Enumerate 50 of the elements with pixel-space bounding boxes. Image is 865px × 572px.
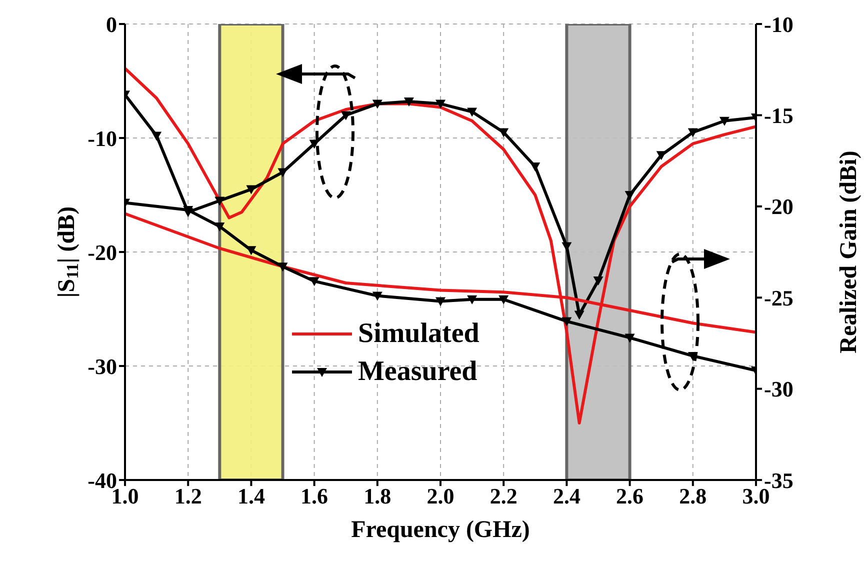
point (624, 191, 635, 200)
point (246, 246, 256, 256)
point (436, 297, 446, 306)
x-tick-label: 2.6 (616, 484, 644, 509)
x-tick-label: 2.8 (679, 484, 707, 509)
x-tick-label: 1.4 (237, 484, 265, 509)
point (498, 128, 509, 138)
point (309, 140, 320, 149)
point (309, 277, 320, 286)
y2-tick-label: -20 (764, 194, 794, 220)
point (372, 100, 382, 109)
x-tick-label: 1.6 (300, 484, 328, 509)
y-tick-label: 0 (106, 12, 117, 37)
x-tick-label: 2.0 (426, 484, 454, 509)
x-tick-label: 1.2 (174, 484, 202, 509)
point (562, 242, 572, 252)
y2-tick-label: -30 (764, 376, 794, 402)
point (372, 292, 382, 301)
y-tick-label: -20 (88, 240, 117, 265)
x-tick-label: 2.4 (552, 484, 580, 509)
point (436, 100, 446, 109)
y-tick-label: -30 (88, 354, 117, 379)
point (593, 276, 604, 286)
point (214, 196, 225, 206)
point (152, 132, 162, 141)
point (278, 262, 288, 272)
y-tick-label: -10 (88, 126, 117, 151)
point (562, 317, 572, 326)
point (246, 185, 256, 194)
point (214, 222, 225, 232)
point (688, 128, 698, 138)
x-axis-title: Frequency (GHz) (351, 517, 530, 543)
point (624, 334, 635, 343)
x-tick-label: 2.2 (490, 484, 518, 509)
y2-axis-title: Realized Gain (dBi) (836, 150, 862, 354)
point (719, 116, 730, 126)
x-tick-label: 1.8 (364, 484, 392, 509)
point (278, 168, 288, 178)
point (467, 108, 478, 117)
point (467, 295, 478, 304)
y2-tick-label: -25 (764, 285, 794, 310)
point (340, 111, 351, 120)
point (498, 295, 509, 304)
point (404, 98, 414, 107)
y2-tick-label: -10 (764, 12, 794, 37)
point (574, 310, 584, 320)
legend-label: Simulated (358, 318, 480, 350)
y2-tick-label: -15 (764, 103, 794, 128)
legend-label: Measured (358, 356, 478, 388)
point (530, 162, 540, 172)
